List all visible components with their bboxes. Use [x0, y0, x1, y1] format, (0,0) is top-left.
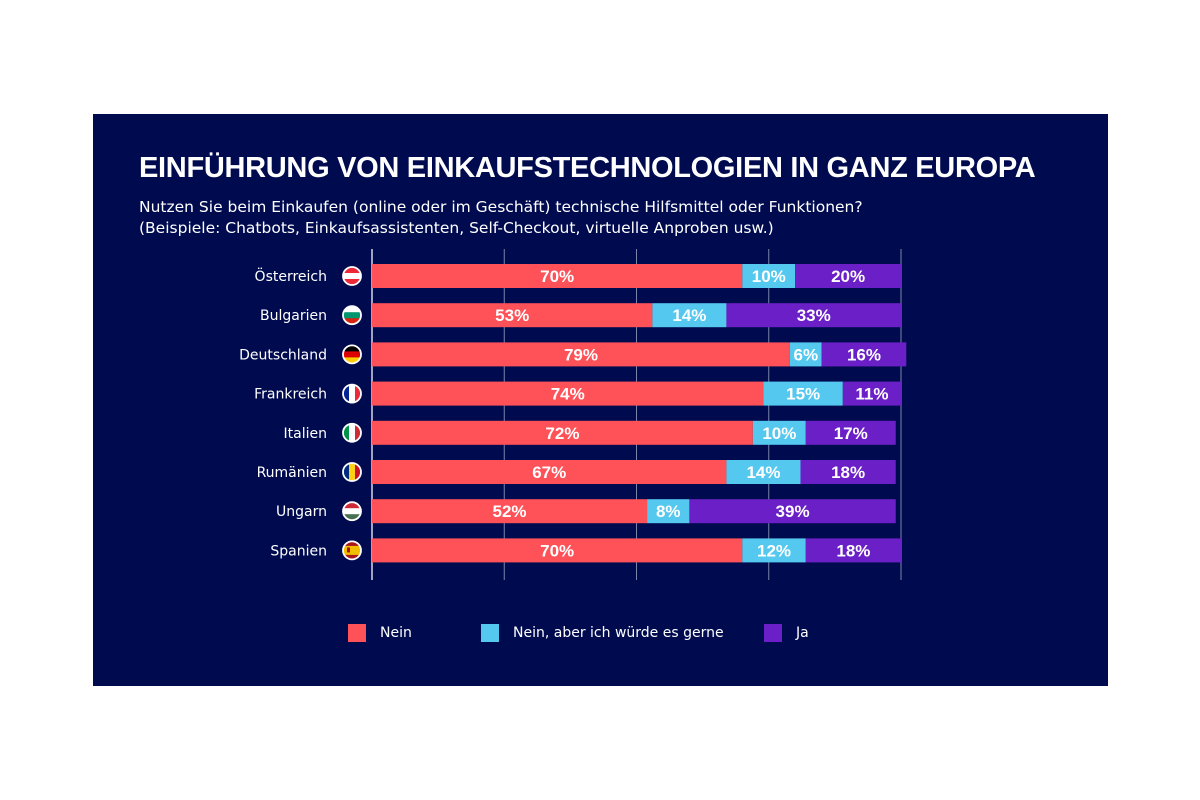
bar-segment — [742, 264, 796, 288]
bar-segment — [800, 460, 896, 484]
flag-ring — [342, 501, 362, 522]
flag-ring — [342, 344, 362, 365]
bar-segment — [372, 499, 648, 524]
category-label: Spanien — [270, 543, 327, 559]
flag-ring — [342, 305, 362, 326]
data-label: 70% — [540, 541, 574, 560]
category-label: Rumänien — [257, 465, 327, 481]
bar-segment — [372, 420, 753, 445]
chart-title: EINFÜHRUNG VON EINKAUFSTECHNOLOGIEN IN G… — [139, 152, 1036, 184]
flag-romania-icon — [343, 463, 361, 481]
data-label: 18% — [831, 463, 865, 482]
flag-germany-icon — [343, 345, 361, 364]
data-label: 16% — [847, 345, 881, 364]
data-label: 20% — [831, 267, 865, 286]
flag-ring — [342, 540, 362, 561]
bar-segment — [763, 381, 843, 406]
category-label: Deutschland — [239, 347, 327, 363]
data-label: 53% — [495, 306, 529, 325]
flag-france-icon — [343, 384, 361, 403]
data-label: 67% — [532, 463, 566, 482]
bar-segment — [372, 264, 743, 288]
bar-segment — [795, 264, 901, 288]
data-label: 17% — [834, 424, 868, 443]
category-label: Frankreich — [254, 387, 327, 403]
flag-ring — [342, 266, 362, 286]
data-label: 10% — [752, 267, 786, 286]
data-label: 11% — [855, 385, 888, 404]
chart-subtitle-line-2: (Beispiele: Chatbots, Einkaufsassistente… — [139, 219, 774, 237]
bar-segment — [689, 499, 896, 524]
category-label: Österreich — [255, 267, 327, 285]
data-label: 10% — [762, 424, 796, 443]
legend-item-nein-aber: Nein, aber ich würde es gerne — [481, 624, 724, 642]
legend-swatch-ja — [764, 624, 782, 642]
flag-ring — [342, 383, 362, 404]
data-label: 14% — [672, 306, 706, 325]
bar-segment — [372, 303, 653, 328]
bar-segment — [821, 342, 907, 367]
flag-italy-icon — [343, 423, 361, 442]
bar-segment — [805, 538, 901, 563]
gridlines — [371, 249, 902, 580]
flag-ring — [342, 462, 362, 482]
bar-segment — [372, 342, 790, 367]
category-label: Italien — [284, 426, 327, 442]
legend-label-nein-aber: Nein, aber ich würde es gerne — [513, 625, 724, 641]
bar-segment — [752, 420, 806, 445]
data-label: 33% — [797, 306, 831, 325]
data-label: 79% — [564, 345, 598, 364]
legend-item-nein: Nein — [348, 624, 412, 642]
data-label: 72% — [545, 424, 579, 443]
bar-segment — [805, 420, 896, 445]
data-label: 14% — [746, 463, 780, 482]
data-label: 74% — [551, 385, 585, 404]
flag-bulgaria-icon — [343, 306, 361, 325]
legend-label-nein: Nein — [380, 625, 412, 641]
bar-segment — [647, 499, 690, 524]
legend-swatch-nein — [348, 624, 366, 642]
legend-swatch-nein-aber — [481, 624, 499, 642]
bar-segment — [842, 381, 901, 406]
legend-label-ja: Ja — [796, 625, 809, 641]
data-label: 39% — [776, 502, 810, 521]
bar-segment — [372, 460, 727, 484]
category-labels: Österreich Bulgarien Deutschland Frankreich… — [239, 266, 362, 561]
data-label: 52% — [493, 502, 527, 521]
flag-ring — [342, 422, 362, 443]
data-label: 15% — [786, 385, 820, 404]
bar-segment — [726, 460, 801, 484]
bar-segment — [789, 342, 822, 367]
bar-segment — [372, 538, 743, 563]
category-label: Ungarn — [276, 504, 327, 520]
bars: 70% 10% 20% 53% 14% 33% 79% 6% 16% 74% 15% 11% 72% 10… — [372, 264, 907, 563]
flag-spain-icon — [343, 541, 361, 560]
flag-austria-icon — [343, 267, 361, 285]
flag-hungary-icon — [343, 502, 361, 521]
bar-segment — [372, 381, 764, 406]
data-label: 18% — [836, 541, 870, 560]
legend-item-ja: Ja — [764, 624, 809, 642]
chart-card: EINFÜHRUNG VON EINKAUFSTECHNOLOGIEN IN G… — [93, 114, 1108, 686]
data-label: 8% — [656, 502, 681, 521]
data-label: 6% — [793, 345, 818, 364]
bar-segment — [652, 303, 727, 328]
data-label: 70% — [540, 267, 574, 286]
bar-segment — [742, 538, 806, 563]
chart-subtitle-line-1: Nutzen Sie beim Einkaufen (online oder i… — [139, 198, 863, 216]
category-label: Bulgarien — [260, 308, 327, 324]
bar-segment — [726, 303, 901, 328]
stacked-bar-chart: 70% 10% 20% 53% 14% 33% 79% 6% 16% 74% 15% 11% 72% 10… — [239, 249, 907, 580]
data-label: 12% — [757, 541, 791, 560]
